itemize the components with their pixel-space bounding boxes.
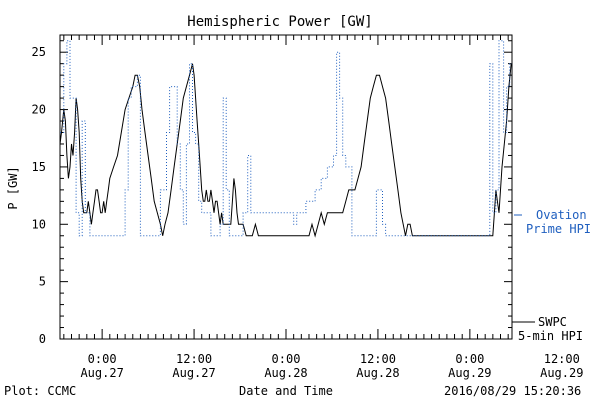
legend-ovation-label-2: Prime HPI [526, 222, 591, 236]
x-tick-label-date: Aug.28 [356, 366, 399, 380]
x-tick-label-date: Aug.28 [264, 366, 307, 380]
chart-title: Hemispheric Power [GW] [187, 14, 372, 30]
plot-timestamp: 2016/08/29 15:20:36 [444, 384, 581, 398]
y-tick-label: 20 [32, 103, 46, 117]
y-tick-label: 10 [32, 217, 46, 231]
y-tick-label: 5 [39, 275, 46, 289]
legend-ovation-label-1: Ovation [536, 208, 587, 222]
x-tick-label-date: Aug.29 [448, 366, 491, 380]
y-axis-ticks: 0 5 10 15 20 25 [32, 40, 512, 346]
x-tick-label-date: Aug.27 [80, 366, 123, 380]
x-tick-label-date: Aug.29 [540, 366, 583, 380]
x-axis-label: Date and Time [239, 384, 333, 398]
x-axis-ticks: 0:00Aug.2712:00Aug.270:00Aug.2812:00Aug.… [63, 35, 583, 380]
x-tick-label-date: Aug.27 [172, 366, 215, 380]
y-tick-label: 15 [32, 160, 46, 174]
y-axis-label: P [GW] [6, 166, 20, 209]
series-group [59, 40, 512, 238]
legend-swpc-label-2: 5-min HPI [518, 329, 583, 343]
legend-swpc-label-1: SWPC [538, 315, 567, 329]
plot-credit: Plot: CCMC [4, 384, 76, 398]
series-line-swpc [59, 63, 512, 238]
y-tick-label: 25 [32, 45, 46, 59]
y-tick-label: 0 [39, 332, 46, 346]
x-tick-label-time: 0:00 [455, 352, 484, 366]
x-tick-label-time: 12:00 [544, 352, 580, 366]
series-line-ovation [60, 40, 512, 237]
x-tick-label-time: 12:00 [360, 352, 396, 366]
x-tick-label-time: 0:00 [272, 352, 301, 366]
x-tick-label-time: 12:00 [176, 352, 212, 366]
x-tick-label-time: 0:00 [88, 352, 117, 366]
